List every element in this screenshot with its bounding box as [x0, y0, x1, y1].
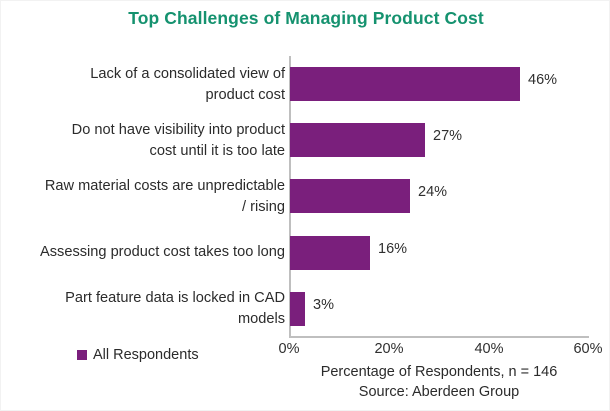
bar-3[interactable]: [290, 235, 370, 270]
category-label-2-line-0: Raw material costs are unpredictable: [44, 178, 285, 194]
category-label-2-line-1: / rising: [242, 198, 285, 215]
category-label-4-line-0: Part feature data is locked in CAD: [65, 290, 285, 306]
bar-1[interactable]: [290, 123, 425, 158]
bar-value-4: 3%: [313, 296, 334, 313]
category-label-3: Assessing product cost takes too long: [1, 242, 285, 263]
bar-0[interactable]: [290, 67, 520, 101]
category-label-2: Raw material costs are unpredictable / r…: [1, 176, 285, 217]
category-label-1-line-0: Do not have visibility into product: [71, 122, 285, 138]
category-label-4-line-1: models: [237, 310, 285, 327]
legend-swatch-icon: [77, 350, 87, 360]
bar-value-1: 27%: [433, 128, 463, 145]
category-label-1: Do not have visibility into product cost…: [1, 120, 285, 161]
category-label-0: Lack of a consolidated view of product c…: [1, 64, 285, 105]
source-note: Source: Aberdeen Group: [358, 384, 520, 400]
category-label-0-line-1: product cost: [205, 86, 286, 103]
x-tick-label-3: 60%: [573, 341, 603, 357]
bar-value-3: 16%: [378, 240, 408, 257]
x-axis-line: [289, 336, 589, 338]
legend-label-all-respondents: All Respondents: [93, 347, 199, 363]
bar-value-2: 24%: [418, 184, 448, 201]
category-label-0-line-0: Lack of a consolidated view of: [90, 66, 285, 82]
bar-2[interactable]: [290, 179, 410, 214]
x-tick-label-0: 0%: [278, 341, 300, 357]
chart-title: Top Challenges of Managing Product Cost: [128, 8, 484, 28]
x-tick-label-1: 20%: [374, 341, 404, 357]
category-label-3-line-0: Assessing product cost takes too long: [40, 244, 285, 260]
x-tick-label-2: 40%: [474, 341, 504, 357]
chart-legend[interactable]: All Respondents: [77, 347, 199, 363]
bar-4[interactable]: [290, 291, 305, 326]
category-label-4: Part feature data is locked in CAD model…: [1, 288, 285, 329]
bar-value-0: 46%: [528, 72, 558, 88]
x-axis-title: Percentage of Respondents, n = 146: [320, 364, 558, 380]
y-axis-line: [289, 56, 291, 337]
category-label-1-line-1: cost until it is too late: [149, 142, 285, 159]
plot-area: 46% 27% 24% 16% 3%: [289, 56, 589, 338]
